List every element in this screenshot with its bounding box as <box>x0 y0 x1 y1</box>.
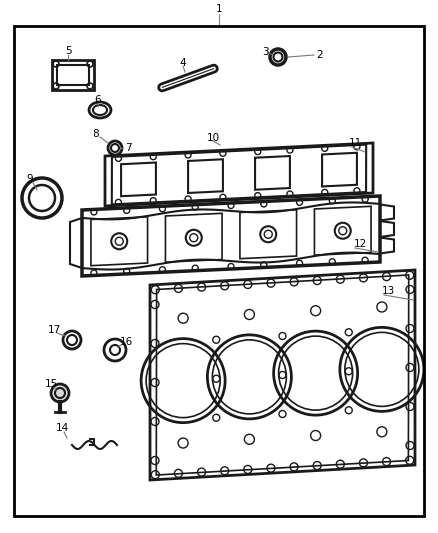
Text: 10: 10 <box>206 133 219 143</box>
Text: 13: 13 <box>381 286 395 296</box>
Text: 12: 12 <box>353 239 367 249</box>
Text: 4: 4 <box>180 58 186 68</box>
Circle shape <box>51 384 69 402</box>
Text: 17: 17 <box>47 325 60 335</box>
Text: 16: 16 <box>120 337 133 347</box>
Text: 14: 14 <box>55 423 69 433</box>
Text: 15: 15 <box>44 379 58 389</box>
Text: 7: 7 <box>125 143 131 153</box>
Text: 3: 3 <box>261 47 268 57</box>
Text: 8: 8 <box>93 129 99 139</box>
Text: 11: 11 <box>348 138 362 148</box>
Text: 5: 5 <box>65 46 71 56</box>
Text: 1: 1 <box>215 4 223 14</box>
Text: 9: 9 <box>27 174 33 184</box>
Text: 6: 6 <box>95 95 101 105</box>
Text: 2: 2 <box>317 50 323 60</box>
